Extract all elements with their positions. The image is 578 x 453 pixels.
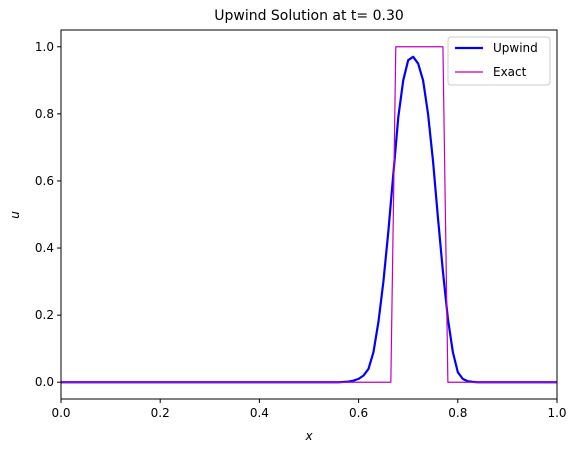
legend-label-upwind: Upwind <box>493 41 538 55</box>
y-tick-label: 0.8 <box>35 107 54 121</box>
y-tick-label: 1.0 <box>35 40 54 54</box>
y-tick-label: 0.2 <box>35 308 54 322</box>
y-tick-label: 0.4 <box>35 241 54 255</box>
x-tick-label: 1.0 <box>547 406 566 420</box>
chart-title: Upwind Solution at t= 0.30 <box>214 8 404 24</box>
plot-lines <box>61 47 557 382</box>
x-axis: 0.0 0.2 0.4 0.6 0.8 1.0 <box>51 399 566 420</box>
x-tick-label: 0.6 <box>349 406 368 420</box>
x-tick-label: 0.0 <box>51 406 70 420</box>
series-line-upwind <box>61 57 557 382</box>
x-tick-label: 0.8 <box>448 406 467 420</box>
y-axis-label: u <box>8 211 22 219</box>
legend: Upwind Exact <box>448 37 550 85</box>
x-tick-label: 0.2 <box>151 406 170 420</box>
x-tick-label: 0.4 <box>250 406 269 420</box>
y-tick-label: 0.0 <box>35 375 54 389</box>
legend-label-exact: Exact <box>493 65 527 79</box>
y-tick-label: 0.6 <box>35 174 54 188</box>
x-axis-label: x <box>304 429 313 443</box>
series-line-exact <box>61 47 557 382</box>
y-axis: 0.0 0.2 0.4 0.6 0.8 1.0 <box>35 40 61 389</box>
